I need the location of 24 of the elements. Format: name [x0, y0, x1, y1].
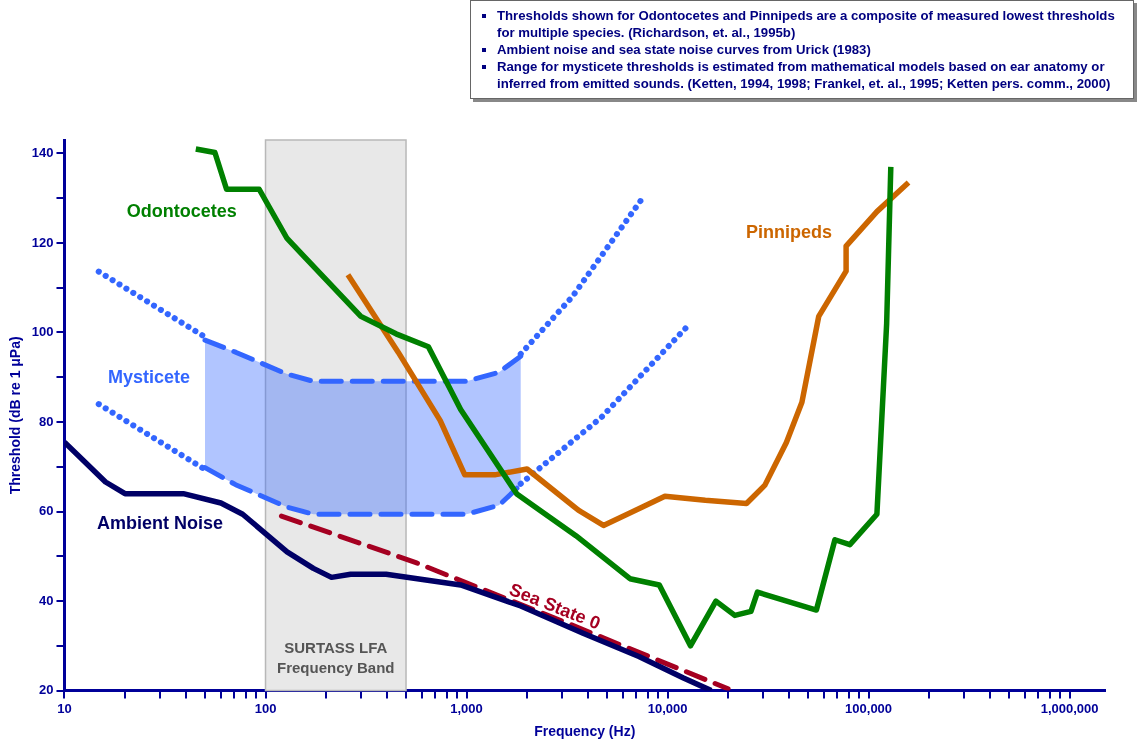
x-axis-title: Frequency (Hz) — [534, 723, 636, 740]
y-tick-label: 40 — [39, 592, 54, 608]
series-label: Odontocetes — [126, 200, 237, 221]
y-tick-label: 60 — [39, 503, 54, 519]
x-tick-label: 10 — [57, 700, 72, 716]
x-tick-label: 1,000 — [450, 700, 483, 716]
y-tick-label: 80 — [39, 413, 54, 429]
text: Sea State 0 — [506, 579, 604, 634]
series-label: Ambient Noise — [96, 512, 224, 533]
series-label: Pinnipeds — [746, 222, 833, 243]
y-tick-label: 100 — [31, 324, 54, 340]
x-tick-label: 100 — [254, 700, 277, 716]
text: Range for mysticete thresholds is estimated from mathematical models based on ear anatomy or inferred from emitted sounds. (Ketten, 1994, 1998; Frankel, et. al., 1995; Ketten pers. comm., 2000) — [497, 58, 1112, 92]
band-label: SURTASS LFA Frequency Band — [277, 638, 395, 676]
text: Thresholds shown for Odontocetes and Pinnipeds are a composite of measured lowest thresholds for multiple species. (Richardson, et. al., 1995b) — [497, 7, 1116, 41]
y-tick-label: 140 — [31, 145, 54, 161]
x-tick-label: 1,000,000 — [1040, 700, 1099, 716]
x-tick-label: 10,000 — [647, 700, 688, 716]
y-axis-title: Threshold (dB re 1 μPa) — [7, 336, 24, 495]
x-tick-label: 100,000 — [845, 700, 893, 716]
series-label: Mysticete — [107, 367, 191, 388]
text: Ambient noise and sea state noise curves from Urick (1983) — [497, 41, 872, 58]
y-tick-label: 120 — [31, 234, 54, 250]
y-tick-label: 20 — [39, 682, 54, 698]
